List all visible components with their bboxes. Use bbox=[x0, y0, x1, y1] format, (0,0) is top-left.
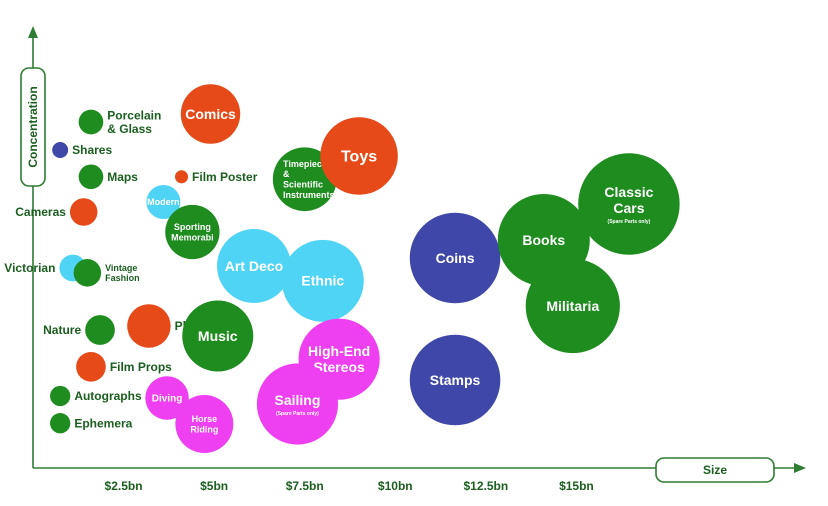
bubble-circle bbox=[175, 170, 188, 183]
bubble-label: Ephemera bbox=[74, 416, 132, 430]
y-axis-title: Concentration bbox=[26, 86, 40, 167]
bubble-label: Stamps bbox=[430, 372, 481, 388]
bubble: Maps bbox=[79, 164, 139, 189]
x-axis-label: Size bbox=[656, 458, 774, 482]
bubble-label: Comics bbox=[185, 106, 236, 122]
bubble-sublabel: (Spare Parts only) bbox=[608, 219, 651, 225]
bubble-circle bbox=[50, 386, 70, 406]
x-tick-label: $12.5bn bbox=[463, 479, 508, 493]
bubble: Militaria bbox=[526, 259, 620, 353]
x-tick-label: $2.5bn bbox=[105, 479, 143, 493]
bubble: Film Props bbox=[76, 352, 172, 382]
bubble-label: Victorian bbox=[4, 261, 55, 275]
bubble-label: Sailing bbox=[275, 392, 321, 408]
bubble: Stamps bbox=[410, 335, 501, 426]
bubble-circle bbox=[52, 142, 68, 158]
bubble-label: Cameras bbox=[15, 205, 66, 219]
bubble: Cameras bbox=[15, 198, 97, 226]
bubble: Art Deco bbox=[217, 229, 291, 303]
bubble-circle bbox=[85, 315, 115, 345]
bubble: Toys bbox=[320, 117, 398, 195]
bubble: Classic Cars(Spare Parts only) bbox=[578, 153, 679, 254]
bubble-label: Modern bbox=[147, 197, 180, 207]
bubble-label: Maps bbox=[107, 170, 138, 184]
y-axis-label: Concentration bbox=[21, 68, 45, 186]
bubble-circle bbox=[79, 164, 104, 189]
bubble: Nature bbox=[43, 315, 115, 345]
bubble: Autographs bbox=[50, 386, 142, 406]
bubble-circle bbox=[79, 110, 104, 135]
bubble-label: Ethnic bbox=[301, 273, 344, 289]
bubble-circle bbox=[76, 352, 106, 382]
bubble-label: Art Deco bbox=[225, 258, 283, 274]
bubble: Sailing (Spare Parts only) bbox=[257, 363, 338, 444]
x-axis-title: Size bbox=[703, 463, 727, 477]
bubble-circle bbox=[74, 259, 102, 287]
bubble: Vintage Fashion bbox=[74, 259, 140, 287]
bubble: Shares bbox=[52, 142, 112, 158]
bubble-circle bbox=[127, 304, 170, 347]
bubbles: Porcelain & Glass Shares Maps Film Poster Com… bbox=[4, 84, 679, 453]
bubble-label: Film Props bbox=[110, 360, 172, 374]
bubble: Ethnic bbox=[282, 240, 364, 322]
bubble-label: Toys bbox=[341, 149, 377, 166]
bubble-circle bbox=[50, 413, 70, 433]
bubble: Coins bbox=[410, 213, 501, 304]
bubble: Comics bbox=[181, 84, 240, 143]
x-tick-label: $7.5bn bbox=[286, 479, 324, 493]
x-tick-label: $10bn bbox=[378, 479, 413, 493]
bubble: Porcelain & Glass bbox=[79, 108, 162, 136]
bubble-label: Militaria bbox=[546, 298, 599, 314]
bubble: Music bbox=[182, 300, 253, 371]
bubble-label: Vintage Fashion bbox=[105, 263, 140, 283]
x-tick-labels: $2.5bn $5bn $7.5bn $10bn $12.5bn $15bn bbox=[105, 479, 594, 493]
bubble-sublabel: (Spare Parts only) bbox=[276, 411, 319, 417]
bubble: Horse Riding bbox=[175, 395, 233, 453]
x-axis-arrow-icon bbox=[794, 463, 806, 473]
bubble: Ephemera bbox=[50, 413, 133, 433]
bubble-label: Coins bbox=[436, 250, 475, 266]
bubble-label: Porcelain & Glass bbox=[107, 108, 161, 136]
bubble-label: Film Poster bbox=[192, 170, 258, 184]
y-axis-arrow-icon bbox=[28, 26, 38, 38]
x-tick-label: $15bn bbox=[559, 479, 594, 493]
bubble-circle bbox=[70, 198, 98, 226]
bubble-label: Books bbox=[522, 232, 565, 248]
bubble-label: Horse Riding bbox=[190, 414, 218, 434]
bubble: Sporting Memorabi bbox=[165, 205, 219, 259]
bubble: Film Poster bbox=[175, 170, 258, 184]
bubble: Victorian bbox=[4, 255, 86, 282]
bubble-label: Shares bbox=[72, 143, 112, 157]
bubble-label: Nature bbox=[43, 323, 81, 337]
x-tick-label: $5bn bbox=[200, 479, 228, 493]
bubble-label: Sporting Memorabi bbox=[171, 222, 214, 242]
bubble-label: Diving bbox=[152, 394, 183, 405]
bubble-label: Autographs bbox=[74, 389, 142, 403]
bubble-label: Music bbox=[198, 328, 238, 344]
